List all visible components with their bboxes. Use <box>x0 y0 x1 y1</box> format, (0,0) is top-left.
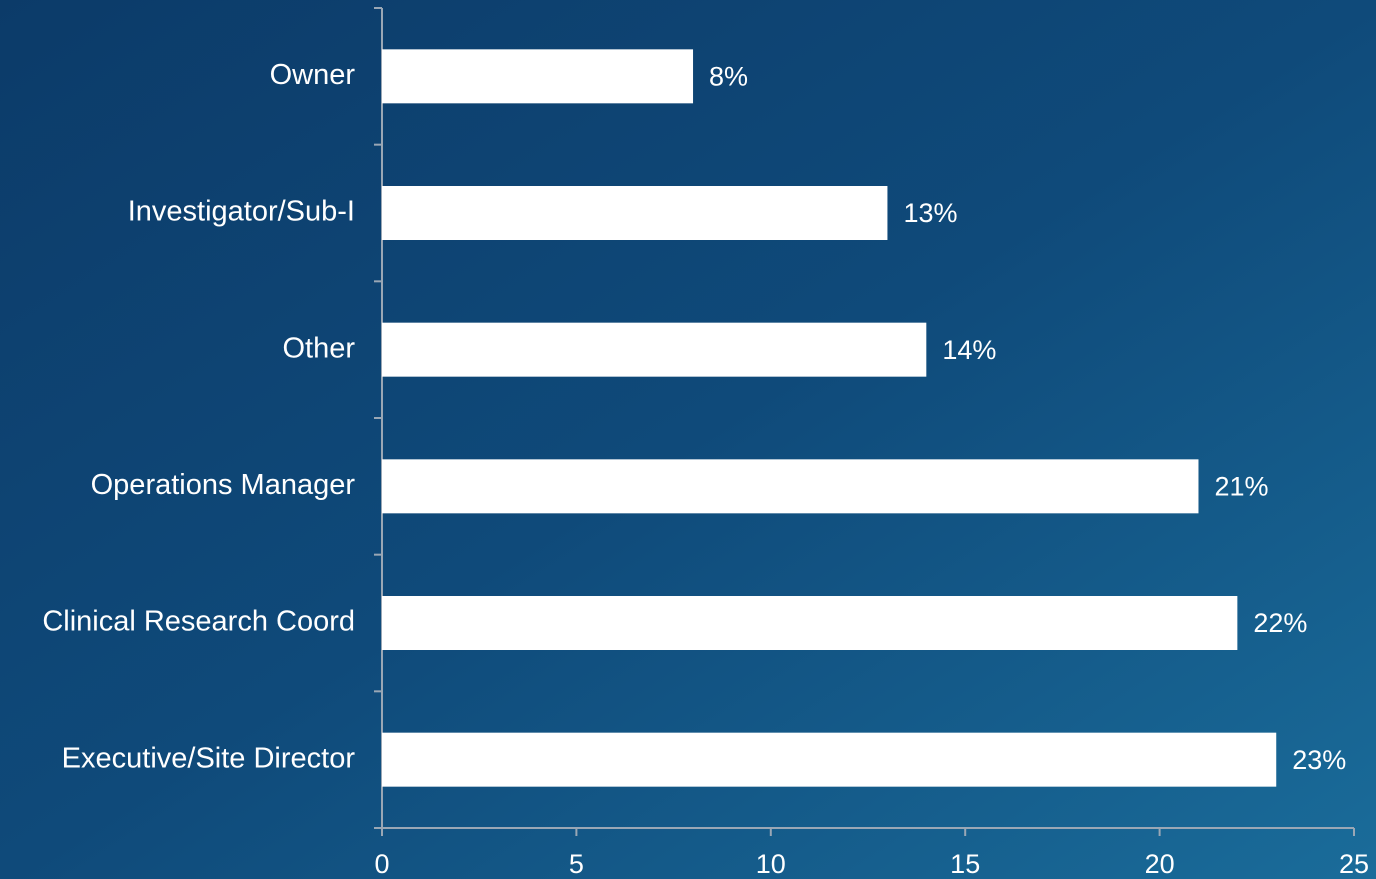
y-tick-label: Executive/Site Director <box>62 742 356 774</box>
value-label: 21% <box>1214 471 1268 501</box>
x-tick-label: 10 <box>756 849 786 879</box>
bar <box>382 322 927 377</box>
bar <box>382 732 1277 787</box>
bar <box>382 596 1238 650</box>
y-tick-label: Investigator/Sub-I <box>128 196 355 228</box>
bar <box>382 49 694 104</box>
bar <box>382 186 888 240</box>
x-tick-label: 15 <box>950 849 980 879</box>
y-tick-label: Clinical Research Coord <box>42 606 355 638</box>
value-label: 13% <box>903 198 957 228</box>
value-label: 14% <box>942 335 996 365</box>
x-tick-label: 20 <box>1145 849 1175 879</box>
y-tick-label: Operations Manager <box>91 469 356 501</box>
y-tick-label: Owner <box>270 59 356 91</box>
x-tick-label: 25 <box>1339 849 1369 879</box>
y-tick-label: Other <box>282 332 355 364</box>
x-tick-label: 0 <box>374 849 389 879</box>
value-label: 22% <box>1253 608 1307 638</box>
bar <box>382 459 1199 514</box>
value-label: 8% <box>709 61 748 91</box>
x-tick-label: 5 <box>569 849 584 879</box>
value-label: 23% <box>1292 745 1346 775</box>
